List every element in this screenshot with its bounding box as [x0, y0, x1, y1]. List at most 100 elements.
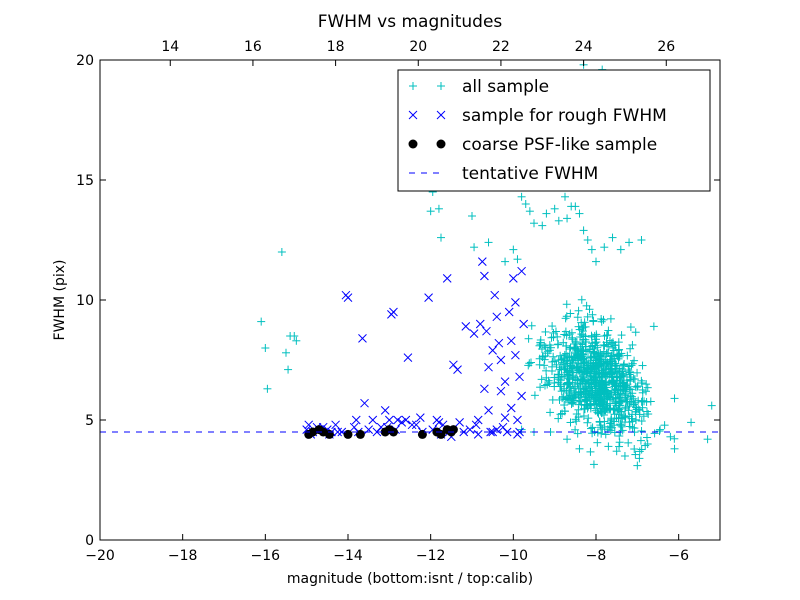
rough-fwhm-point [477, 257, 487, 266]
all-sample-point [562, 300, 571, 309]
all-sample-point [525, 359, 534, 368]
all-sample-point [560, 384, 569, 393]
all-sample-point [524, 334, 533, 343]
x-tick-label: −8 [586, 548, 607, 564]
all-sample-point [609, 417, 618, 426]
all-sample-point [468, 212, 476, 220]
all-sample-point [540, 361, 549, 370]
all-sample-point [632, 415, 641, 424]
rough-fwhm-point [519, 319, 529, 329]
all-sample-point [530, 391, 539, 400]
legend-marker-plus [409, 82, 417, 90]
all-sample-point [536, 383, 545, 392]
all-sample-point [627, 361, 636, 370]
x-tick-label: −14 [333, 548, 363, 564]
all-sample-point [282, 348, 290, 357]
all-sample-point [569, 384, 578, 393]
rough-fwhm-point [515, 372, 524, 382]
all-sample-point [556, 410, 565, 419]
all-sample-point [608, 233, 617, 242]
all-sample-point [590, 366, 599, 375]
all-sample-point [606, 314, 615, 323]
rough-fwhm-point [496, 386, 506, 396]
rough-fwhm-point [506, 336, 516, 346]
all-sample-point [617, 422, 626, 431]
all-sample-point [578, 324, 587, 333]
all-sample-point [630, 445, 639, 454]
all-sample-point [290, 332, 299, 340]
all-sample-point [530, 219, 538, 228]
all-sample-point [572, 349, 581, 358]
all-sample-point [562, 349, 571, 358]
all-sample-point [284, 365, 293, 374]
all-sample-point [604, 348, 613, 357]
all-sample-point [589, 375, 598, 384]
all-sample-point [571, 202, 580, 211]
x-tick-label: −12 [416, 548, 446, 564]
series-all-sample [257, 60, 716, 470]
all-sample-point [540, 341, 549, 350]
y-tick-label: 0 [85, 533, 94, 549]
all-sample-point [548, 395, 557, 404]
all-sample-point [577, 295, 586, 304]
all-sample-point [542, 209, 551, 218]
all-sample-point [627, 392, 636, 401]
rough-fwhm-point [517, 391, 526, 401]
all-sample-point [666, 432, 675, 441]
all-sample-point [628, 410, 637, 419]
all-sample-point [551, 327, 560, 336]
all-sample-point [578, 340, 587, 349]
all-sample-point [580, 395, 589, 404]
all-sample-point [527, 321, 536, 330]
all-sample-point [643, 383, 652, 392]
rough-fwhm-point [500, 377, 510, 386]
top-x-tick-label: 14 [161, 39, 179, 55]
all-sample-point [509, 245, 518, 254]
all-sample-point [592, 257, 600, 266]
all-sample-point [618, 369, 627, 378]
all-sample-point [599, 369, 608, 378]
rough-fwhm-point [455, 418, 464, 427]
all-sample-point [586, 375, 595, 384]
all-sample-point [584, 393, 593, 402]
all-sample-point [660, 421, 669, 430]
rough-fwhm-point [403, 353, 413, 362]
all-sample-point [484, 238, 493, 247]
all-sample-point [599, 347, 608, 356]
rough-fwhm-point [351, 415, 361, 425]
all-sample-point [605, 405, 614, 414]
all-sample-point [589, 358, 598, 367]
all-sample-point [600, 341, 609, 350]
all-sample-point [633, 368, 642, 377]
all-sample-point [608, 357, 617, 366]
all-sample-point [602, 387, 611, 396]
all-sample-point [622, 376, 631, 385]
all-sample-point [559, 338, 568, 347]
all-sample-point [573, 313, 582, 322]
legend-marker-circle [408, 139, 418, 149]
all-sample-point [629, 374, 638, 383]
rough-fwhm-point [397, 418, 407, 427]
all-sample-point [554, 216, 563, 225]
all-sample-point [589, 460, 598, 469]
all-sample-point [582, 346, 591, 355]
all-sample-point [605, 336, 614, 345]
all-sample-point [623, 351, 632, 360]
all-sample-point [578, 372, 587, 381]
all-sample-point [589, 349, 598, 358]
all-sample-point [596, 421, 605, 430]
all-sample-point [572, 417, 581, 426]
all-sample-point [554, 370, 563, 379]
rough-fwhm-point [333, 427, 343, 437]
rough-fwhm-point [484, 362, 493, 372]
all-sample-point [550, 382, 559, 391]
all-sample-point [615, 373, 624, 382]
all-sample-point [649, 322, 658, 331]
all-sample-point [592, 330, 601, 339]
legend-label: all sample [462, 77, 549, 97]
all-sample-point [277, 248, 286, 256]
all-sample-point [561, 314, 570, 323]
all-sample-point [637, 417, 646, 426]
all-sample-point [517, 192, 526, 201]
all-sample-point [560, 407, 569, 416]
